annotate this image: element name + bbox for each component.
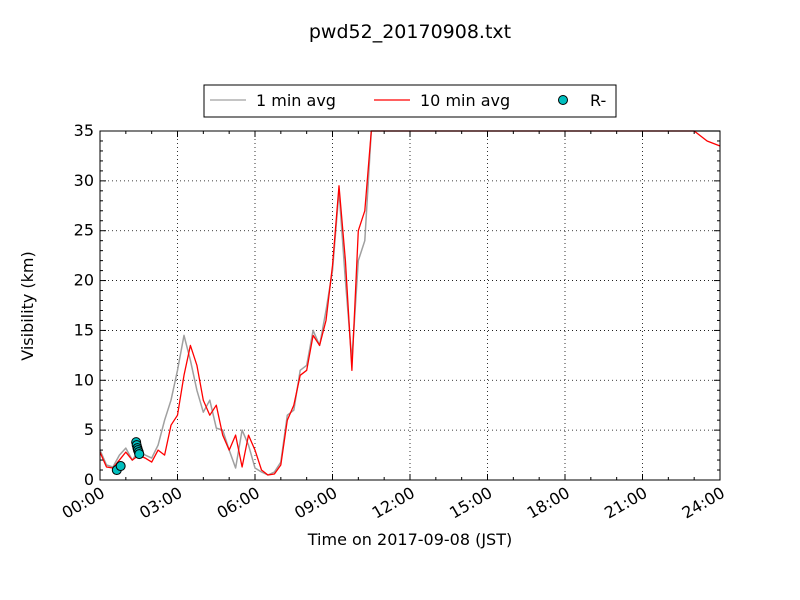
- x-tick-label: 24:00: [679, 483, 728, 523]
- chart-title: pwd52_20170908.txt: [309, 21, 511, 43]
- y-axis-label: Visibility (km): [18, 251, 37, 360]
- x-tick-label: 15:00: [446, 483, 495, 523]
- y-tick-label: 10: [74, 370, 94, 389]
- series-r-point: [115, 461, 126, 472]
- x-tick-label: 03:00: [136, 483, 185, 523]
- y-tick-label: 15: [74, 320, 94, 339]
- x-tick-label: 18:00: [524, 483, 573, 523]
- grid-lines: [100, 131, 720, 480]
- series-r-point: [134, 449, 145, 460]
- legend: 1 min avg 10 min avg R-: [203, 84, 617, 118]
- x-tick-label: 12:00: [369, 483, 418, 523]
- y-tick-label: 0: [84, 470, 94, 489]
- y-tick-label: 30: [74, 171, 94, 190]
- legend-marker-r: [558, 95, 568, 105]
- y-tick-label: 5: [84, 420, 94, 439]
- x-tick-label: 21:00: [601, 483, 650, 523]
- axis-ticks: 00:00 03:00 06:00 09:00 12:00 15:00 18:00 21:00…: [59, 121, 728, 523]
- y-tick-label: 35: [74, 121, 94, 140]
- x-axis-label: Time on 2017-09-08 (JST): [307, 530, 512, 549]
- y-tick-label: 20: [74, 271, 94, 290]
- legend-label-r: R-: [590, 91, 606, 110]
- y-tick-label: 25: [74, 221, 94, 240]
- x-tick-label: 06:00: [214, 483, 263, 523]
- legend-box: [203, 84, 617, 118]
- legend-label-10min: 10 min avg: [420, 91, 510, 110]
- legend-label-1min: 1 min avg: [256, 91, 336, 110]
- x-tick-label: 09:00: [291, 483, 340, 523]
